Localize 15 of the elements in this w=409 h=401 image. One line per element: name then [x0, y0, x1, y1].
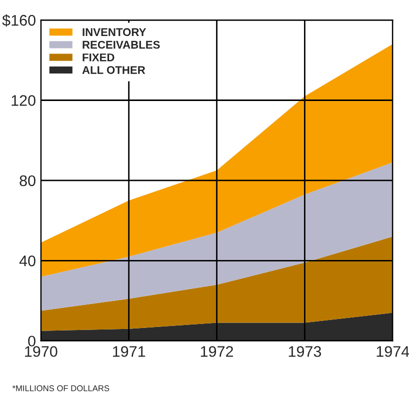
x-tick-label: 1973: [288, 346, 322, 357]
x-tick-label: 1970: [25, 346, 58, 357]
text: *MILLIONS OF DOLLARS: [12, 385, 110, 392]
legend-label: ALL OTHER: [82, 66, 146, 74]
y-tick-label: 40: [19, 256, 36, 266]
x-tick-label: 1974: [376, 346, 409, 357]
x-tick-label: 1971: [113, 346, 146, 357]
y-tick-label: 0: [28, 336, 36, 347]
legend-label: INVENTORY: [82, 28, 146, 36]
legend-label: FIXED: [82, 54, 114, 62]
legend-label: RECEIVABLES: [82, 40, 160, 49]
y-tick-label: 80: [20, 175, 36, 186]
y-tick-label: $160: [2, 14, 36, 27]
x-tick-label: 1972: [200, 346, 233, 357]
y-tick-label: 120: [12, 95, 36, 106]
